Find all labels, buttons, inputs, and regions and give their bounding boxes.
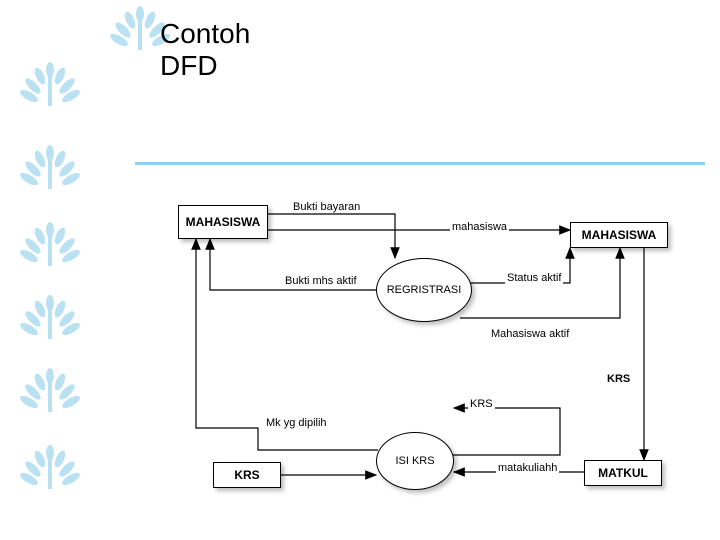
leaf-icon: [20, 145, 80, 189]
page-title: ContohDFD: [160, 18, 250, 82]
flow-label-krs-2: KRS: [468, 398, 495, 410]
leaf-icon: [20, 62, 80, 106]
flow-label-mahasiswa-aktif: Mahasiswa aktif: [489, 328, 571, 340]
entity-label: MAHASISWA: [582, 228, 657, 242]
leaf-icon: [20, 222, 80, 266]
process-regristrasi: REGRISTRASI: [376, 258, 472, 322]
leaf-icon: [20, 368, 80, 412]
divider: [135, 162, 705, 165]
process-isi-krs: ISI KRS: [376, 432, 454, 490]
flow-arrows: [0, 0, 720, 540]
flow-label-mk-dipilih: Mk yg dipilih: [264, 417, 329, 429]
entity-matkul: MATKUL: [584, 460, 662, 486]
entity-mahasiswa-1: MAHASISWA: [178, 205, 268, 239]
flow-label-status-aktif: Status aktif: [505, 272, 563, 284]
process-label: REGRISTRASI: [387, 284, 462, 296]
entity-krs: KRS: [213, 462, 281, 488]
entity-label: MAHASISWA: [186, 215, 261, 229]
flow-label-krs: KRS: [605, 373, 632, 385]
flow-label-matakuliahh: matakuliahh: [496, 462, 559, 474]
leaf-icon: [20, 295, 80, 339]
leaf-decoration-column: [0, 0, 100, 540]
flow-label-bukti-bayaran: Bukti bayaran: [291, 201, 362, 213]
process-label: ISI KRS: [395, 455, 434, 467]
flow-label-mahasiswa: mahasiswa: [450, 221, 509, 233]
entity-label: KRS: [234, 468, 259, 482]
entity-mahasiswa-2: MAHASISWA: [570, 222, 668, 248]
entity-label: MATKUL: [598, 466, 648, 480]
flow-label-bukti-mhs-aktif: Bukti mhs aktif: [283, 275, 359, 287]
leaf-icon: [20, 445, 80, 489]
